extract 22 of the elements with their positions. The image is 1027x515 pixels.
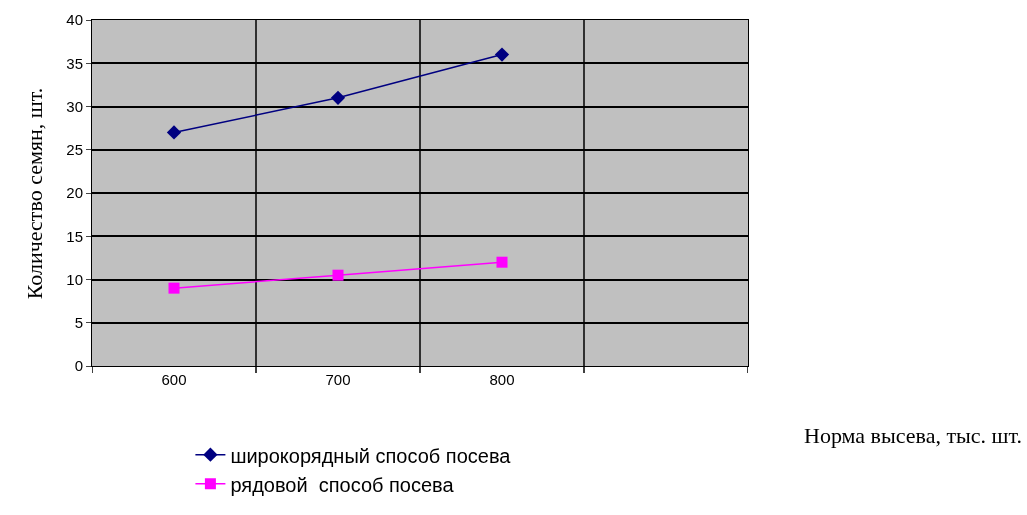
- y-tick-label: 35: [66, 54, 83, 72]
- y-tick-label: 20: [66, 184, 83, 202]
- point: [330, 90, 346, 105]
- y-tick-label: 25: [66, 141, 83, 158]
- point: [496, 256, 508, 268]
- y-tick-label: 5: [74, 314, 83, 331]
- point: [332, 269, 344, 281]
- y-axis-title: Количество семян, шт.: [22, 87, 48, 300]
- x-tick-label: 800: [489, 371, 515, 388]
- y-tick-label: 0: [74, 357, 83, 375]
- y-tick-label: 10: [66, 270, 83, 288]
- legend-label: рядовой способ посева: [230, 473, 455, 496]
- x-tick-label: 700: [325, 371, 351, 388]
- y-tick-label: 15: [66, 227, 83, 245]
- legend-label: широкорядный способ посева: [230, 444, 512, 467]
- point: [168, 282, 180, 294]
- x-tick-label: 600: [161, 371, 187, 388]
- y-tick-label: 30: [66, 97, 83, 115]
- x-axis-title: Норма высева, тыс. шт.: [804, 423, 1022, 448]
- y-tick-label: 40: [66, 11, 83, 29]
- point: [166, 125, 182, 140]
- point: [494, 47, 510, 62]
